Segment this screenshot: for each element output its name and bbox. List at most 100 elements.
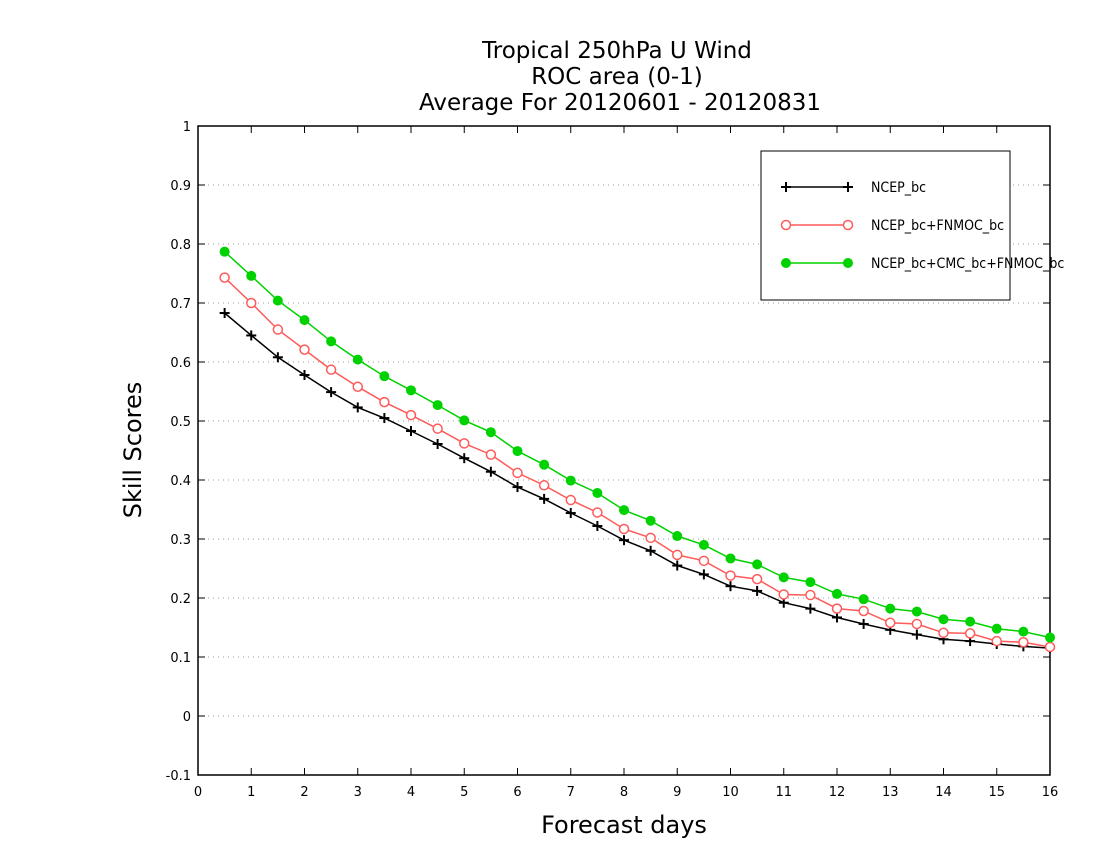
legend-marker (781, 182, 791, 192)
data-point (512, 446, 523, 457)
data-point (406, 426, 416, 437)
data-point (246, 270, 257, 281)
data-point (938, 614, 949, 625)
x-axis-title: Forecast days (541, 811, 707, 839)
data-point (299, 344, 310, 355)
data-point (645, 515, 656, 526)
x-tick-label: 2 (300, 785, 308, 800)
data-point (618, 523, 630, 535)
data-point (379, 413, 390, 424)
legend-label: NCEP_bc+FNMOC_bc (871, 218, 1004, 234)
x-tick-label: 3 (354, 785, 362, 800)
data-point (751, 573, 763, 585)
title-line-2: ROC area (0-1) (531, 64, 703, 90)
x-tick-label: 16 (1042, 785, 1059, 800)
data-point (299, 369, 310, 380)
x-tick-label: 10 (722, 785, 739, 800)
data-point (485, 449, 497, 460)
y-axis-title: Skill Scores (119, 382, 147, 519)
data-point (885, 603, 896, 614)
data-point (672, 531, 683, 542)
y-tick-label: 0.3 (170, 533, 191, 548)
data-point (778, 589, 789, 600)
data-point (725, 553, 736, 564)
series-1 (219, 308, 1055, 654)
x-tick-label: 13 (882, 785, 899, 800)
axis-ticks (197, 125, 1051, 776)
legend-entry-3: NCEP_bc+CMC_bc+FNMOC_bc (781, 256, 1064, 272)
data-point (246, 330, 257, 341)
data-point (592, 507, 603, 518)
data-point (326, 336, 337, 347)
data-point (299, 315, 310, 326)
data-point (592, 487, 603, 498)
data-point (219, 308, 230, 319)
y-tick-label: 0.1 (170, 651, 191, 666)
y-tick-label: 0.2 (170, 592, 191, 607)
x-tick-label: 8 (620, 785, 628, 800)
data-point (1045, 632, 1055, 643)
x-tick-label: 15 (988, 785, 1005, 800)
data-point (432, 400, 443, 411)
data-point (752, 559, 763, 570)
data-point (352, 381, 363, 393)
data-point (672, 549, 683, 561)
data-point (885, 617, 896, 629)
x-tick-label: 12 (829, 785, 846, 800)
legend-marker (843, 182, 853, 192)
x-tick-label: 0 (194, 785, 202, 800)
legend-label: NCEP_bc (871, 180, 926, 196)
data-point (512, 482, 523, 493)
data-point (938, 627, 949, 639)
series-3 (219, 246, 1055, 643)
data-point (698, 555, 710, 567)
y-tick-label: 0.8 (170, 238, 191, 253)
data-point (352, 354, 363, 365)
data-point (645, 532, 656, 544)
data-point (805, 577, 816, 588)
data-point (432, 423, 443, 434)
series-2 (219, 272, 1056, 653)
data-point (379, 396, 390, 408)
data-point (325, 364, 337, 375)
data-point (565, 508, 576, 519)
data-point (538, 480, 550, 491)
x-tick-label: 6 (513, 785, 521, 800)
x-tick-label: 9 (673, 785, 681, 800)
data-point (272, 352, 283, 363)
data-point (485, 427, 496, 438)
chart-title: Tropical 250hPa U Wind ROC area (0-1) Av… (419, 38, 821, 116)
series-line (224, 277, 1051, 648)
data-point (832, 612, 842, 623)
data-point (619, 535, 629, 546)
legend-entry-2: NCEP_bc+FNMOC_bc (780, 218, 1004, 234)
data-point (805, 589, 816, 601)
x-tick-label: 4 (407, 785, 415, 800)
data-point (752, 585, 763, 596)
y-tick-label: 1 (183, 120, 191, 135)
title-line-3: Average For 20120601 - 20120831 (419, 90, 821, 116)
y-tick-label: 0.4 (170, 474, 191, 489)
x-tick-label: 14 (935, 785, 952, 800)
data-point (858, 605, 869, 617)
data-point (539, 493, 550, 504)
legend-marker (780, 219, 792, 231)
x-tick-label: 7 (567, 785, 575, 800)
y-tick-label: 0.9 (170, 179, 191, 194)
legend: NCEP_bc NCEP_bc+FNMOC_bc NCEP_bc+CMC_bc+FN… (760, 150, 1064, 301)
data-point (911, 606, 922, 617)
data-point (965, 616, 976, 627)
data-point (805, 603, 816, 614)
data-point (1018, 626, 1029, 637)
data-point (459, 438, 470, 449)
y-tick-label: 0.7 (170, 297, 191, 312)
data-point (858, 594, 869, 605)
data-point (698, 539, 709, 550)
data-point (725, 570, 736, 581)
data-point (459, 453, 470, 464)
data-point (219, 272, 230, 283)
data-point (778, 572, 789, 583)
y-tick-label: 0.6 (170, 356, 191, 371)
data-point (725, 581, 736, 592)
